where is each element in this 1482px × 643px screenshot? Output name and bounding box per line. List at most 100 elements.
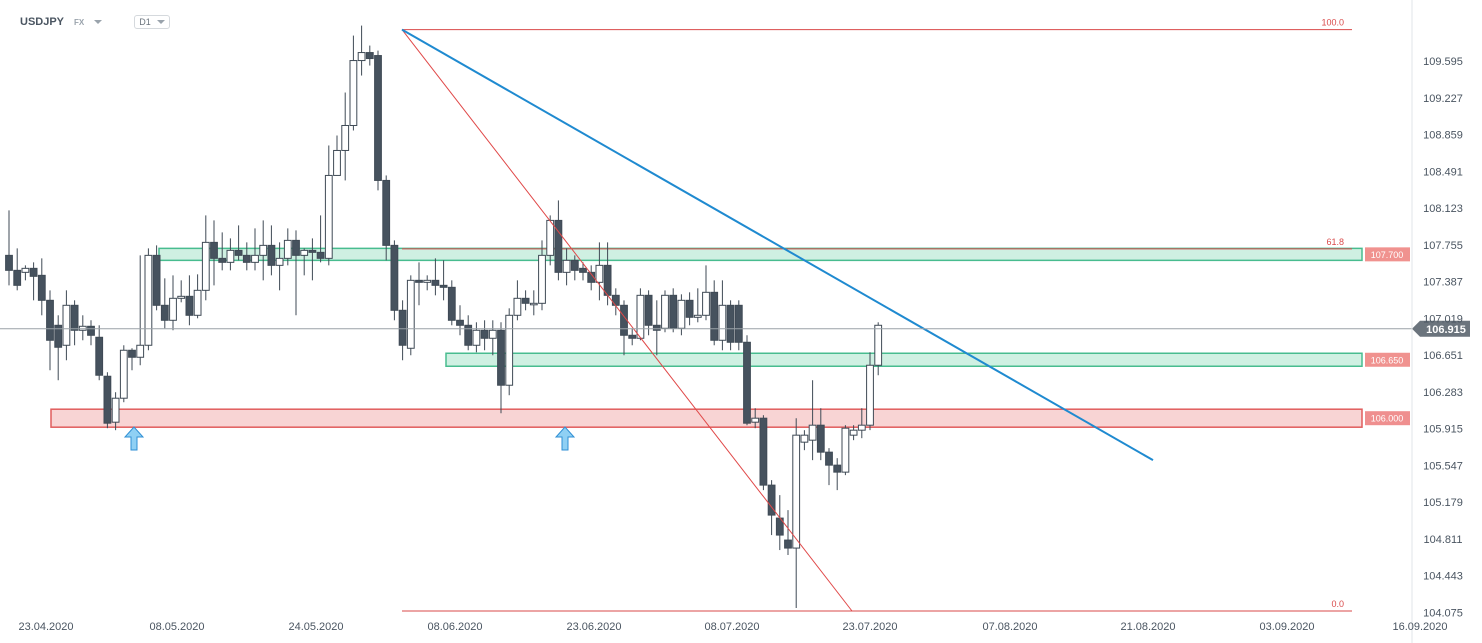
candle[interactable] (365, 45, 374, 66)
candle[interactable] (833, 458, 842, 491)
candle[interactable] (611, 288, 620, 316)
candle[interactable] (62, 290, 71, 361)
candle[interactable] (669, 288, 678, 333)
candle[interactable] (710, 280, 719, 346)
candle[interactable] (95, 325, 104, 381)
candle[interactable] (382, 175, 391, 261)
candle[interactable] (784, 510, 792, 556)
support-resistance-zone[interactable] (445, 352, 1363, 367)
candle[interactable] (661, 290, 669, 333)
candle[interactable] (210, 220, 218, 286)
candle[interactable] (87, 320, 95, 346)
candle[interactable] (111, 392, 120, 431)
candle[interactable] (562, 248, 571, 286)
candle[interactable] (808, 380, 817, 461)
candle[interactable] (439, 260, 448, 301)
candle[interactable] (513, 280, 522, 321)
market-dropdown-icon[interactable] (94, 20, 103, 24)
candle[interactable] (464, 315, 473, 351)
candle[interactable] (46, 290, 54, 371)
candle[interactable] (349, 35, 358, 131)
candle[interactable] (177, 280, 186, 303)
candle[interactable] (480, 320, 489, 351)
candle[interactable] (398, 300, 407, 361)
candle[interactable] (866, 352, 874, 431)
support-resistance-zone[interactable] (50, 408, 1363, 428)
candle[interactable] (415, 262, 423, 306)
candle[interactable] (29, 262, 38, 301)
candle[interactable] (374, 50, 382, 191)
candle[interactable] (497, 322, 505, 414)
candle[interactable] (685, 292, 694, 326)
candle[interactable] (201, 215, 210, 301)
candle[interactable] (292, 230, 300, 316)
candle[interactable] (718, 280, 727, 351)
candle[interactable] (218, 232, 227, 271)
candle[interactable] (759, 415, 768, 491)
candle[interactable] (283, 228, 292, 266)
candle[interactable] (743, 335, 751, 426)
candle[interactable] (693, 288, 702, 323)
candle[interactable] (78, 315, 87, 341)
timeframe-select[interactable]: D1 (134, 15, 170, 29)
candle[interactable] (579, 262, 587, 281)
candle[interactable] (259, 220, 268, 281)
candle[interactable] (726, 300, 735, 351)
candle[interactable] (226, 238, 235, 271)
candle[interactable] (242, 242, 251, 271)
candle[interactable] (538, 240, 546, 311)
fibonacci-trend-line[interactable] (401, 29, 853, 612)
candle[interactable] (308, 238, 317, 281)
candle[interactable] (775, 495, 784, 551)
candle[interactable] (874, 322, 883, 376)
candle[interactable] (144, 248, 153, 351)
candle[interactable] (529, 290, 538, 316)
candle[interactable] (357, 25, 366, 76)
candle[interactable] (644, 290, 653, 336)
candle[interactable] (505, 308, 514, 396)
candle[interactable] (169, 275, 177, 331)
candle[interactable] (21, 265, 30, 281)
candle[interactable] (267, 225, 276, 276)
candle[interactable] (595, 242, 604, 301)
candle[interactable] (620, 300, 628, 356)
candle[interactable] (447, 280, 456, 326)
candle[interactable] (849, 425, 858, 441)
candle[interactable] (333, 135, 341, 176)
candle[interactable] (160, 278, 169, 329)
candle[interactable] (406, 275, 415, 356)
candle[interactable] (70, 300, 79, 346)
candle[interactable] (300, 248, 309, 276)
candle[interactable] (423, 275, 432, 291)
candle[interactable] (37, 258, 46, 316)
candle[interactable] (472, 322, 481, 353)
candle[interactable] (13, 248, 22, 291)
candle[interactable] (316, 215, 325, 263)
candle[interactable] (324, 145, 333, 266)
candle[interactable] (636, 288, 645, 341)
support-resistance-zone[interactable] (158, 247, 1363, 262)
candle[interactable] (587, 265, 596, 291)
candle[interactable] (702, 265, 710, 321)
candle[interactable] (193, 274, 202, 319)
candle[interactable] (431, 258, 440, 296)
candle[interactable] (275, 242, 284, 291)
candle[interactable] (119, 345, 128, 403)
candle[interactable] (488, 320, 497, 356)
candle[interactable] (841, 425, 850, 476)
candle[interactable] (628, 328, 637, 346)
candle[interactable] (456, 305, 464, 336)
candle[interactable] (792, 418, 801, 609)
candle[interactable] (390, 240, 399, 321)
candle[interactable] (857, 408, 866, 439)
candle[interactable] (816, 408, 825, 461)
candle[interactable] (103, 372, 112, 429)
candle[interactable] (341, 92, 350, 181)
candle[interactable] (152, 245, 161, 311)
candle[interactable] (825, 448, 833, 486)
candle[interactable] (5, 210, 13, 286)
candle[interactable] (251, 228, 259, 271)
candle[interactable] (800, 430, 809, 451)
